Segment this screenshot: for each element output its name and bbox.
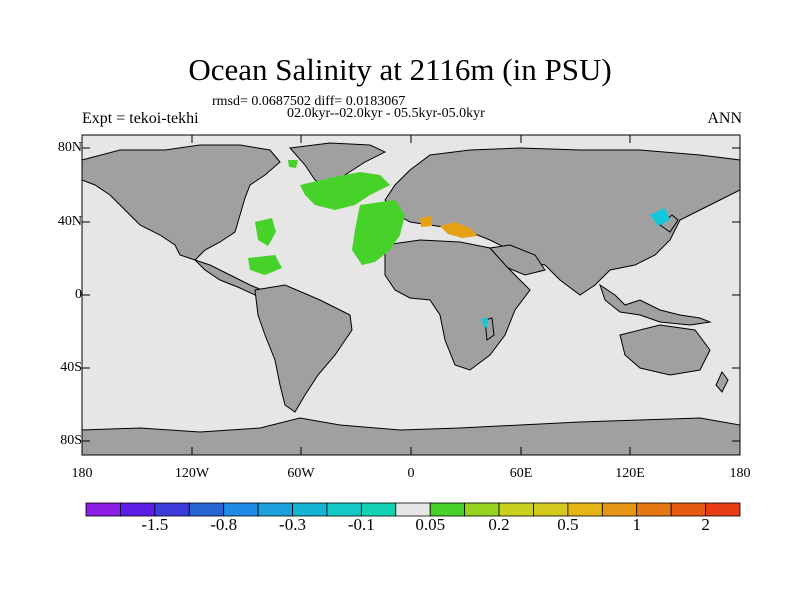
- red-sea-anomaly: [482, 318, 488, 328]
- southeast-asia: [599, 283, 712, 326]
- stats-subtitle: rmsd= 0.0687502 diff= 0.0183067: [212, 94, 406, 109]
- colorbar-label: -1.5: [141, 515, 169, 534]
- gulf-coast-anomaly: [255, 218, 276, 246]
- lon-label-60w: 60W: [287, 466, 315, 481]
- east-atlantic-anomaly: [352, 200, 405, 265]
- north-atlantic-anomaly: [300, 172, 390, 210]
- lon-label-60e: 60E: [509, 466, 533, 481]
- colorbar-label: 1: [632, 515, 641, 534]
- caribbean-anomaly: [248, 255, 282, 275]
- experiment-label: Expt = tekoi-tekhi: [82, 110, 199, 127]
- map-title: Ocean Salinity at 2116m (in PSU): [188, 52, 612, 87]
- lon-label-180e: 180: [729, 466, 751, 481]
- australia: [619, 324, 711, 376]
- africa: [384, 239, 531, 371]
- lon-ticks: [81, 135, 741, 455]
- lon-label-180w: 180: [71, 466, 93, 481]
- greenland: [288, 142, 387, 191]
- lat-label-80s: 80S: [60, 433, 82, 448]
- land-masses: [81, 142, 741, 456]
- colorbar-label: -0.8: [210, 515, 238, 534]
- colorbar-swatch: [85, 502, 121, 517]
- colorbar-label: 0.05: [415, 515, 446, 534]
- lat-label-0: 0: [75, 287, 82, 302]
- new-zealand: [715, 371, 729, 393]
- greenland-sea-anomaly: [288, 160, 298, 168]
- colorbar-label: 0.2: [488, 515, 510, 534]
- lon-label-120w: 120W: [174, 466, 210, 481]
- colorbar-swatch: [636, 502, 672, 517]
- colorbar-swatch: [705, 502, 741, 517]
- colorbar-label: -0.1: [347, 515, 375, 534]
- salinity-anomalies: [248, 160, 670, 328]
- colorbar-label: 0.5: [557, 515, 579, 534]
- south-america: [254, 284, 353, 413]
- north-america: [81, 144, 281, 261]
- japan-sea-anomaly: [650, 208, 670, 226]
- lat-label-40s: 40S: [60, 360, 82, 375]
- season-label: ANN: [707, 110, 742, 127]
- colorbar: [85, 502, 741, 517]
- period-subtitle: 02.0kyr--02.0kyr - 05.5kyr-05.0kyr: [287, 106, 485, 121]
- lon-label-0: 0: [407, 466, 415, 481]
- mediterranean-anomaly: [420, 216, 478, 238]
- lat-ticks: [82, 147, 740, 442]
- colorbar-label: -0.3: [279, 515, 306, 534]
- arabia: [489, 244, 546, 276]
- lat-label-40n: 40N: [57, 214, 82, 229]
- colorbar-label: 2: [701, 515, 710, 534]
- lon-label-120e: 120E: [615, 466, 645, 481]
- lat-label-80n: 80N: [57, 140, 82, 155]
